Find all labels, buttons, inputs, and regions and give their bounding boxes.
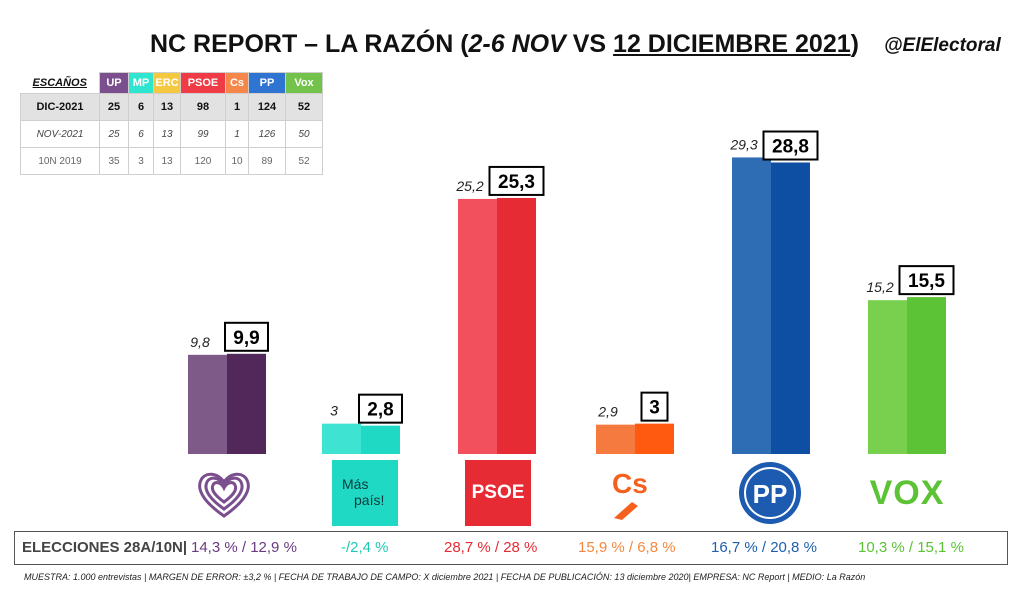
seats-party-up: UP — [99, 72, 129, 94]
title-close: ) — [850, 30, 859, 58]
label-nov-m-s-pa-s: 3 — [330, 403, 338, 419]
bar-dic-pp — [771, 162, 810, 454]
mas-pais-line2: país! — [354, 492, 385, 508]
cs-logo: Cs — [602, 460, 668, 526]
label-box-dic-vox — [898, 265, 955, 296]
bar-dic-up — [227, 353, 266, 454]
seats-cell: 13 — [153, 120, 181, 148]
seats-cell: 52 — [285, 147, 323, 175]
bar-nov-up — [188, 354, 227, 454]
label-nov-pp: 29,3 — [729, 136, 757, 152]
seats-cell: 13 — [153, 93, 181, 121]
mas-pais-logo: Más país! — [332, 460, 398, 526]
pp-logo-text: PP — [753, 479, 788, 509]
bar-dic-cs — [635, 423, 674, 454]
elections-value-up: 14,3 % / 12,9 % — [191, 539, 297, 556]
title-period: 2-6 NOV — [468, 30, 566, 58]
bar-nov-pp — [732, 157, 771, 454]
seats-cell: 52 — [285, 93, 323, 121]
label-box-dic-cs — [640, 391, 669, 422]
up-heart-logo — [198, 472, 250, 518]
mas-pais-line1: Más — [342, 476, 369, 492]
seats-party-erc: ERC — [153, 72, 181, 94]
twitter-handle: @ElElectoral — [884, 35, 1001, 56]
bar-nov-vox — [868, 300, 907, 454]
psoe-logo: PSOE — [465, 460, 531, 526]
label-box-dic-up — [224, 321, 269, 352]
bar-nov-psoe — [458, 198, 497, 454]
bar-dic-psoe — [497, 197, 536, 454]
elections-value-cs: 15,9 % / 6,8 % — [578, 539, 676, 556]
vox-logo-text: VOX — [869, 473, 945, 512]
seats-cell: 13 — [153, 147, 181, 175]
label-dic-up: 9,9 — [233, 328, 259, 349]
seats-cell: 35 — [99, 147, 129, 175]
label-box-dic-m-s-pa-s — [358, 393, 403, 424]
seats-party-vox: Vox — [285, 72, 323, 94]
bar-nov-cs — [596, 424, 635, 454]
seats-row-10n: 10N 2019 35 3 13 120 10 89 52 — [20, 147, 323, 175]
seats-party-pp: PP — [248, 72, 286, 94]
methodology-footnote: MUESTRA: 1.000 entrevistas | MARGEN DE E… — [24, 572, 866, 582]
seats-row-nov: NOV-2021 25 6 13 99 1 126 50 — [20, 120, 323, 148]
cs-logo-text: Cs — [612, 468, 648, 499]
elections-value-psoe: 28,7 % / 28 % — [444, 539, 538, 556]
elections-value-vox: 10,3 % / 15,1 % — [858, 539, 964, 556]
seats-row-label: DIC-2021 — [20, 93, 100, 121]
label-dic-psoe: 25,3 — [498, 172, 535, 193]
seats-table: ESCAÑOS UP MP ERC PSOE Cs PP Vox DIC-202… — [20, 72, 323, 175]
seats-cell: 99 — [180, 120, 226, 148]
title-date: 12 DICIEMBRE 2021 — [613, 30, 851, 58]
vox-logo: VOX — [866, 460, 948, 526]
elections-box — [14, 531, 1008, 565]
label-box-dic-psoe — [488, 165, 545, 196]
chart-title: NC REPORT – LA RAZÓN (2-6 NOV VS 12 DICI… — [150, 30, 859, 59]
title-main: NC REPORT – LA RAZÓN ( — [150, 30, 469, 58]
bar-nov-m-s-pa-s — [322, 423, 361, 454]
label-dic-m-s-pa-s: 2,8 — [367, 400, 393, 421]
elections-value-pp: 16,7 % / 20,8 % — [711, 539, 817, 556]
label-nov-cs: 2,9 — [597, 404, 618, 420]
title-vs: VS — [565, 30, 614, 58]
seats-cell: 98 — [180, 93, 226, 121]
seats-cell: 89 — [248, 147, 286, 175]
pp-logo: PP — [739, 462, 801, 524]
seats-row-label: 10N 2019 — [20, 147, 100, 175]
elections-value-mp: -/2,4 % — [341, 539, 389, 556]
seats-cell: 1 — [225, 93, 249, 121]
label-nov-up: 9,8 — [190, 334, 210, 350]
label-nov-vox: 15,2 — [866, 279, 893, 295]
label-box-dic-pp — [762, 130, 819, 161]
seats-label: ESCAÑOS — [20, 72, 100, 94]
label-dic-pp: 28,8 — [772, 137, 809, 158]
elections-label: ELECCIONES 28A/10N| — [22, 539, 188, 556]
seats-row-label: NOV-2021 — [20, 120, 100, 148]
seats-cell: 124 — [248, 93, 286, 121]
bar-dic-vox — [907, 297, 946, 454]
seats-cell: 3 — [128, 147, 154, 175]
seats-cell: 6 — [128, 120, 154, 148]
label-nov-psoe: 25,2 — [455, 178, 483, 194]
bar-dic-m-s-pa-s — [361, 425, 400, 454]
label-dic-cs: 3 — [649, 398, 660, 419]
cs-logo-mark — [614, 502, 638, 520]
psoe-logo-text: PSOE — [471, 482, 525, 503]
label-dic-vox: 15,5 — [908, 271, 945, 292]
